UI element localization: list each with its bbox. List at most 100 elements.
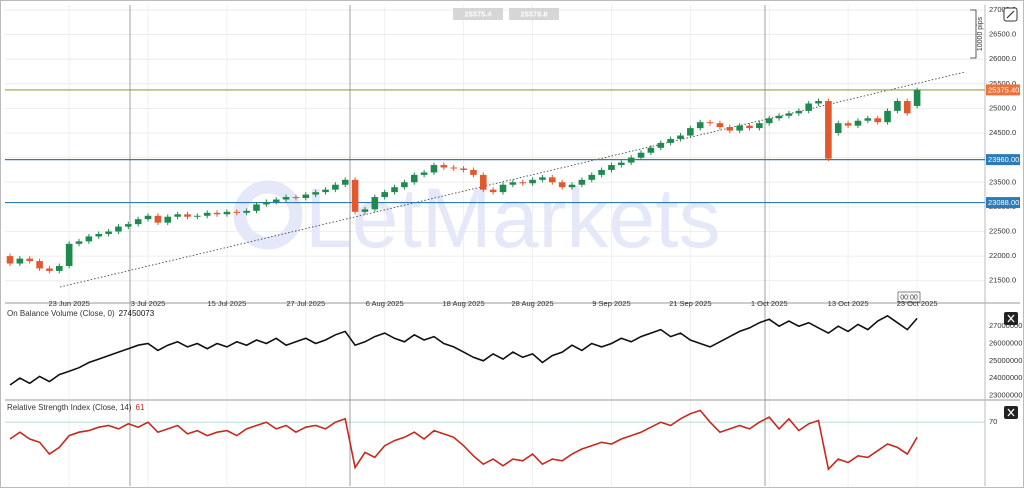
candle-body [194,215,201,217]
panel-title-text: On Balance Volume (Close, 0) [7,309,115,318]
trend-line [59,71,966,288]
x-tick-label: 15 Jul 2025 [208,299,247,308]
level-label: 23088.00 [988,198,1019,207]
candle-body [125,224,132,227]
candle-body [332,184,339,190]
candle-body [302,194,310,199]
y-tick-label: 23500.0 [989,177,1016,186]
candle-body [174,214,181,217]
x-tick-label: 23 Jun 2025 [49,299,90,308]
indicator-line [9,314,918,386]
candle-body [243,210,250,213]
candle-body [677,135,684,139]
candle-body [844,123,852,126]
candle-body [805,103,812,111]
candle-body [854,120,862,126]
candle-body [568,184,576,188]
candle-body [440,165,448,168]
y-tick-label: 26000000 [989,338,1022,347]
candle-body [765,118,773,124]
y-tick-label: 23000000 [989,390,1022,399]
candle-body [598,169,605,175]
y-tick-label: 22000.0 [989,251,1016,260]
price-panel: 21500.022000.022500.023000.023500.024000… [5,5,1022,486]
x-tick-label: 18 Aug 2025 [442,299,484,308]
candle-body [785,113,793,116]
candle-body [578,179,586,185]
watermark-logo [233,180,303,250]
candle-body [154,215,162,223]
candle-body [736,125,743,131]
x-tick-label: 6 Aug 2025 [366,299,404,308]
candle-body [834,123,842,134]
candle-body [539,177,546,180]
candle-body [391,187,398,193]
price-badge-text: 25378.8 [520,9,547,18]
x-tick-label: 23 Oct 2025 [897,299,938,308]
candle-body [312,192,319,195]
candle-body [618,162,625,166]
y-tick-label: 25500.0 [989,79,1016,88]
price-badge-text: 25375.4 [464,9,492,18]
candle-body [233,211,241,213]
x-tick-label: 13 Oct 2025 [828,299,869,308]
candle-body [401,182,408,188]
y-tick-label: 26000.0 [989,54,1016,63]
candle-body [588,174,596,180]
candle-body [470,169,477,175]
candle-body [164,216,172,223]
candle-body [203,212,211,216]
level-label: 25375.40 [988,85,1019,94]
candle-body [775,115,783,119]
candle-body [361,209,369,212]
candle-body [460,168,467,170]
candle-body [253,204,260,211]
candle-body [272,199,280,202]
candle-body [184,214,191,217]
candle-body [322,189,329,193]
candle-body [65,243,73,266]
price-badge [509,8,559,20]
candle-body [263,201,270,205]
range-bracket [970,9,977,59]
panel-title: On Balance Volume (Close, 0) 27450073 [7,309,155,318]
candle-body [903,101,911,114]
time-badge-text: 00:00 [900,294,918,301]
range-note: 10000 pips [977,16,984,51]
y-tick-label: 25000000 [989,356,1022,365]
candle-body [716,123,724,128]
candle-body [549,177,556,183]
x-tick-label: 27 Jul 2025 [286,299,325,308]
candle-body [884,110,891,123]
candle-body [479,174,487,190]
candle-body [627,157,635,163]
candle-body [85,236,93,242]
y-tick-label: 27000.0 [989,5,1016,14]
time-badge [897,291,921,303]
candle-body [351,179,359,212]
candle-body [292,197,300,199]
level-label-box [986,197,1020,209]
edit-icon [1006,10,1015,19]
candle-body [913,89,921,106]
y-tick-label: 25000.0 [989,103,1016,112]
candle-body [657,142,665,148]
y-tick-label: 70 [989,417,997,426]
panel-title: Relative Strength Index (Close, 14) 61 [7,403,145,412]
candle-body [6,256,14,264]
y-tick-label: 24000000 [989,373,1022,382]
panel-last-value: 27450073 [119,309,155,318]
candle-body [36,261,43,269]
candle-body [499,184,507,193]
x-tick-label: 1 Oct 2025 [751,299,788,308]
indicator-line [9,409,918,471]
candle-body [134,219,142,225]
y-tick-label: 26500.0 [989,30,1016,39]
candle-body [558,182,566,188]
candle-body [420,172,428,175]
candle-body [519,182,527,184]
close-icon [1007,314,1015,323]
candle-body [608,165,615,170]
candle-body [95,233,103,237]
